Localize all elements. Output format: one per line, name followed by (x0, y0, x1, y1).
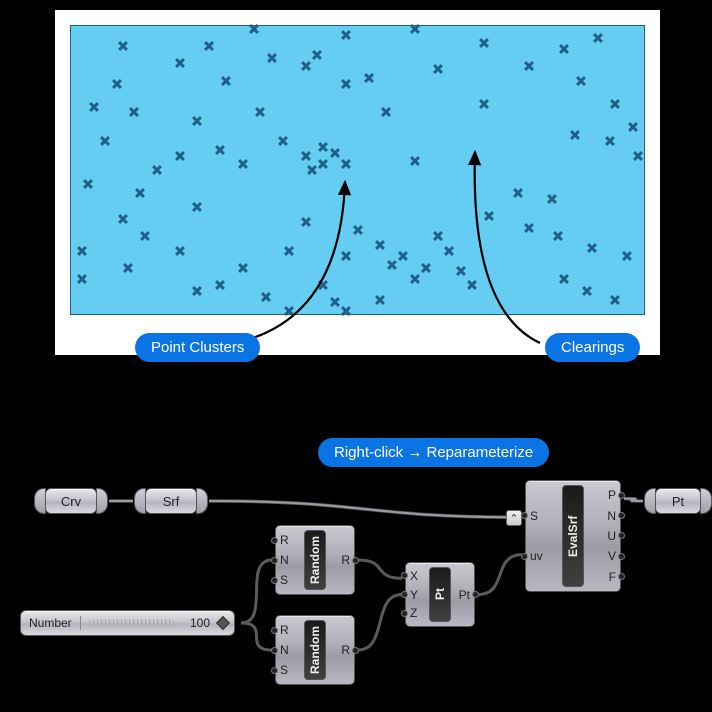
scatter-point (523, 221, 536, 234)
scatter-point (431, 63, 444, 76)
scatter-point (408, 23, 421, 36)
scatter-point (173, 57, 186, 70)
scatter-point (82, 178, 95, 191)
scatter-point (300, 60, 313, 73)
param-pt_out[interactable]: Pt (655, 488, 701, 514)
scatter-point (632, 149, 645, 162)
scatter-point (317, 141, 330, 154)
scatter-point (408, 273, 421, 286)
scatter-point (99, 135, 112, 148)
scatter-point (626, 120, 639, 133)
scatter-point (305, 164, 318, 177)
scatter-point (443, 244, 456, 257)
scatter-point (300, 215, 313, 228)
scatter-point (374, 293, 387, 306)
scatter-point (380, 106, 393, 119)
scatter-point (219, 74, 232, 87)
scatter-point (151, 164, 164, 177)
scatter-point (603, 135, 616, 148)
scatter-point (386, 259, 399, 272)
scatter-point (110, 77, 123, 90)
scatter-point (609, 97, 622, 110)
scatter-point (340, 250, 353, 263)
scatter-point (569, 129, 582, 142)
scatter-point (116, 213, 129, 226)
scatter-point (173, 149, 186, 162)
scatter-point (133, 187, 146, 200)
number-slider[interactable]: Number100 (20, 610, 235, 636)
scatter-point (237, 262, 250, 275)
node-random2[interactable]: RandomRNSR (275, 615, 355, 685)
scatter-point (552, 230, 565, 243)
scatter-point (557, 43, 570, 56)
scatter-point (512, 187, 525, 200)
scatter-point (328, 146, 341, 159)
node-pt[interactable]: PtXYZPt (405, 562, 475, 627)
scatter-point (580, 285, 593, 298)
scatter-point (317, 158, 330, 171)
scatter-point (454, 264, 467, 277)
scatter-point (477, 37, 490, 50)
scatter-point (363, 71, 376, 84)
scatter-point (408, 155, 421, 168)
stage: Point Clusters Clearings Right-click → R… (0, 0, 712, 712)
scatter-point (420, 262, 433, 275)
param-crv[interactable]: Crv (45, 488, 97, 514)
scatter-point (546, 192, 559, 205)
scatter-point (328, 296, 341, 309)
scatter-point (202, 40, 215, 53)
scatter-point (122, 262, 135, 275)
rhino-viewport (70, 25, 645, 315)
scatter-point (277, 135, 290, 148)
scatter-point (575, 74, 588, 87)
scatter-point (311, 48, 324, 61)
scatter-point (214, 143, 227, 156)
scatter-point (609, 293, 622, 306)
label-clearings: Clearings (545, 333, 640, 362)
scatter-point (254, 106, 267, 119)
node-evalsrf[interactable]: EvalSrfSuvPNUVF⌃ (525, 480, 621, 592)
scatter-point (523, 60, 536, 73)
scatter-point (340, 28, 353, 41)
scatter-point (139, 230, 152, 243)
scatter-point (191, 285, 204, 298)
scatter-point (173, 244, 186, 257)
scatter-point (214, 279, 227, 292)
scatter-point (620, 250, 633, 263)
scatter-point (265, 51, 278, 64)
scatter-point (237, 158, 250, 171)
scatter-point (191, 115, 204, 128)
scatter-point (248, 23, 261, 36)
scatter-point (76, 244, 89, 257)
reparam-icon[interactable]: ⌃ (506, 510, 522, 526)
scatter-point (76, 273, 89, 286)
scatter-point (592, 31, 605, 44)
scatter-point (374, 239, 387, 252)
grasshopper-canvas: Crv Srf Pt Number100 RandomRNSR RandomRNSR PtX… (0, 480, 712, 712)
scatter-point (340, 77, 353, 90)
label-point-clusters: Point Clusters (135, 333, 260, 362)
scatter-point (317, 279, 330, 292)
scatter-point (191, 201, 204, 214)
param-srf[interactable]: Srf (145, 488, 197, 514)
scatter-point (116, 40, 129, 53)
scatter-point (431, 230, 444, 243)
scatter-point (282, 244, 295, 257)
scatter-point (340, 158, 353, 171)
scatter-point (586, 241, 599, 254)
scatter-point (466, 279, 479, 292)
scatter-point (300, 149, 313, 162)
label-reparam-tip: Right-click → Reparameterize (318, 438, 549, 467)
scatter-point (483, 210, 496, 223)
scatter-point (88, 100, 101, 113)
scatter-point (259, 290, 272, 303)
scatter-point (397, 250, 410, 263)
scatter-point (351, 224, 364, 237)
scatter-point (477, 97, 490, 110)
scatter-point (557, 273, 570, 286)
scatter-point (128, 106, 141, 119)
node-random1[interactable]: RandomRNSR (275, 525, 355, 595)
